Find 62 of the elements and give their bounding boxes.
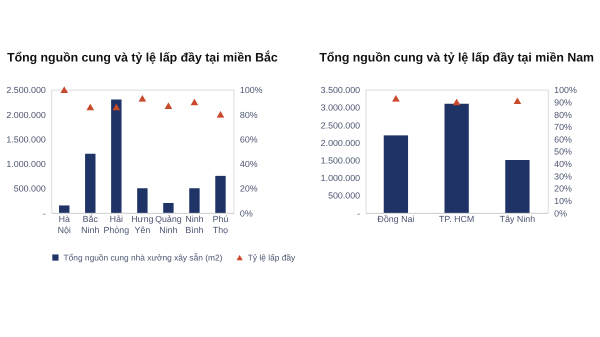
chart-title: Tổng nguồn cung và tỷ lệ lấp đầy tại miền Nam xyxy=(319,50,594,65)
y2-tick-label: 80% xyxy=(240,110,258,120)
y2-tick-label: 40% xyxy=(240,159,258,170)
point xyxy=(138,94,146,102)
legend-label: Tổng nguồn cung nhà xưởng xây sẵn (m2) xyxy=(64,252,223,262)
x-tick-label: TP. HCM xyxy=(439,214,474,224)
y-tick-label: 1.500.000 xyxy=(6,134,46,144)
y2-tick-label: 80% xyxy=(554,110,572,120)
y2-tick-label: 20% xyxy=(554,184,572,194)
chart-title: Tổng nguồn cung và tỷ lệ lấp đầy tại miền Bắc xyxy=(7,50,278,65)
y2-tick-label: 0% xyxy=(554,208,568,218)
x-tick-label: Quảng Ninh xyxy=(155,214,182,236)
bar xyxy=(444,104,469,213)
point xyxy=(86,104,94,110)
point xyxy=(216,111,224,118)
x-tick-label: Hưng Yên xyxy=(131,214,154,236)
y2-tick-label: 60% xyxy=(554,134,572,144)
y-tick-label: 2.500.000 xyxy=(6,85,46,96)
y2-tick-label: 70% xyxy=(554,122,572,132)
bar xyxy=(215,176,226,213)
y-tick-label: - xyxy=(42,208,46,218)
bar xyxy=(85,154,96,213)
bar xyxy=(111,100,122,213)
y2-tick-label: 30% xyxy=(554,171,572,182)
y-tick-label: 1.000.000 xyxy=(320,173,360,184)
y-tick-label: 500.000 xyxy=(14,184,46,194)
y-tick-label: 3.500.000 xyxy=(320,85,360,96)
y-tick-label: 2.000.000 xyxy=(320,138,360,148)
x-tick-label: Hà Nội xyxy=(58,214,71,236)
y2-tick-label: 10% xyxy=(554,196,572,206)
y2-tick-label: 100% xyxy=(240,85,263,96)
bar xyxy=(505,160,530,213)
y-tick-label: - xyxy=(357,208,360,218)
point xyxy=(164,102,172,109)
y-tick-label: 3.000.000 xyxy=(320,102,360,113)
y2-tick-label: 0% xyxy=(240,208,253,218)
x-tick-label: Đồng Nai xyxy=(377,214,414,224)
x-tick-label: Phú Thọ xyxy=(212,214,228,236)
legend-label: Tỷ lệ lấp đầy xyxy=(248,252,296,262)
bar xyxy=(59,205,70,213)
y-tick-label: 500.000 xyxy=(328,190,360,201)
x-tick-label: Hải Phòng xyxy=(104,214,130,236)
bar xyxy=(384,135,408,213)
point xyxy=(112,104,120,110)
bar xyxy=(189,188,200,213)
y-tick-label: 2.000.000 xyxy=(6,110,46,120)
y-tick-label: 2.500.000 xyxy=(320,120,360,130)
y2-tick-label: 100% xyxy=(554,85,577,96)
point xyxy=(190,98,198,106)
point xyxy=(60,86,68,93)
bar xyxy=(163,202,174,213)
x-tick-label: Bắc Ninh xyxy=(81,214,100,236)
x-tick-label: Ninh Bình xyxy=(185,214,204,236)
bar xyxy=(137,188,148,213)
y2-tick-label: 40% xyxy=(554,159,572,170)
y2-tick-label: 90% xyxy=(554,97,572,108)
y-tick-label: 1.500.000 xyxy=(320,155,360,166)
y2-tick-label: 60% xyxy=(240,134,258,144)
y2-tick-label: 50% xyxy=(554,146,572,157)
y2-tick-label: 20% xyxy=(240,184,258,194)
x-tick-label: Tây Ninh xyxy=(500,214,536,224)
y-tick-label: 1.000.000 xyxy=(6,159,46,170)
